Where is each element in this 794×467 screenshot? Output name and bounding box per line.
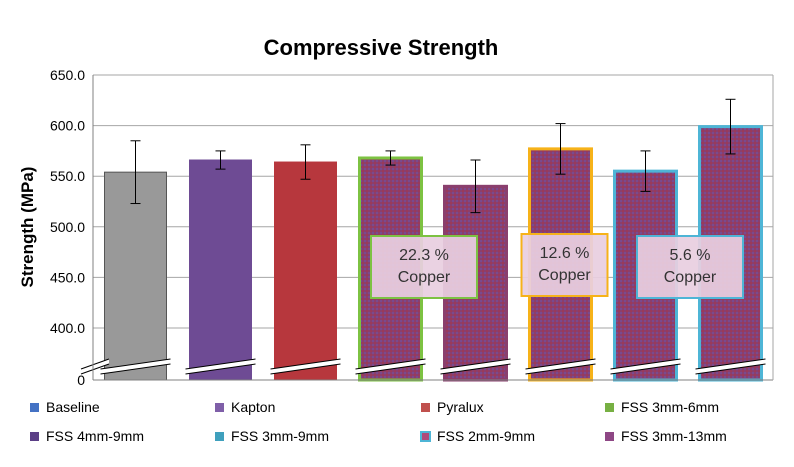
legend-swatch-2 [421, 403, 430, 412]
axes: 400.0 450.0 500.0 550.0 600.0 650.0 0 [50, 67, 774, 388]
axis-break-line-bottom-7 [610, 363, 681, 375]
axis-break-gap-1 [100, 359, 171, 374]
annotation-text-0-0: 22.3 % [399, 247, 449, 264]
legend-swatch-7 [605, 432, 614, 441]
legend-label-6: FSS 2mm-9mm [437, 428, 535, 444]
y-tick-label-zero: 0 [77, 372, 85, 388]
annotation-box-1 [520, 233, 609, 297]
legend-label-7: FSS 3mm-13mm [621, 428, 727, 444]
bar-2 [274, 161, 337, 381]
legend-label-2: Pyralux [437, 399, 484, 415]
bar-1 [189, 159, 252, 381]
axis-break-gap-7 [610, 359, 681, 374]
annotation-box-0 [370, 235, 478, 299]
annotation-text-1-1: Copper [538, 267, 591, 284]
y-tick-label: 550.0 [50, 168, 85, 184]
legend-swatch-1 [215, 403, 224, 412]
axis-break-line-top-8 [695, 358, 766, 370]
axis-break-line-bottom-2 [185, 363, 256, 375]
axis-break-line-top-1 [100, 358, 171, 370]
legend-label-1: Kapton [231, 399, 275, 415]
y-tick-label: 650.0 [50, 67, 85, 83]
axis-break-line-top-4 [355, 358, 426, 370]
axis-break-line-bottom-4 [355, 363, 426, 375]
legend: Baseline Kapton Pyralux FSS 3mm-6mm FSS 4mm-… [30, 399, 727, 444]
axis-break-line-top-6 [525, 358, 596, 370]
axis-break-line-bottom-6 [525, 363, 596, 375]
annotations: 22.3 % Copper 12.6 % Copper 5.6 % Copper [370, 233, 744, 299]
axis-break-line-bottom-3 [270, 363, 341, 375]
y-tick-label: 450.0 [50, 269, 85, 285]
legend-swatch-4 [30, 432, 39, 441]
legend-swatch-6 [420, 431, 431, 442]
y-tick-label: 500.0 [50, 219, 85, 235]
axis-break-gap-5 [440, 359, 511, 374]
annotation-text-2-1: Copper [664, 269, 717, 286]
axis-break-gap-6 [525, 359, 596, 374]
legend-swatch-3 [605, 403, 614, 412]
annotation-text-0-1: Copper [398, 269, 451, 286]
legend-label-4: FSS 4mm-9mm [46, 428, 144, 444]
axis-break-marks [80, 358, 766, 375]
axis-break-line-bottom-8 [695, 363, 766, 375]
axis-break-line-top-3 [270, 358, 341, 370]
annotation-text-1-0: 12.6 % [540, 245, 590, 262]
chart-title: Compressive Strength [264, 35, 499, 60]
axis-break-line-top-7 [610, 358, 681, 370]
annotation-text-2-0: 5.6 % [670, 247, 711, 264]
axis-break-line-top-2 [185, 358, 256, 370]
axis-break-line-bottom-1 [100, 363, 171, 375]
y-tick-label: 600.0 [50, 118, 85, 134]
y-axis-label: Strength (MPa) [18, 167, 37, 288]
axis-break-line-top-0 [80, 358, 110, 370]
legend-label-0: Baseline [46, 399, 100, 415]
legend-label-3: FSS 3mm-6mm [621, 399, 719, 415]
axis-break-gap-4 [355, 359, 426, 374]
axis-break-gap-3 [270, 359, 341, 374]
legend-swatch-5 [215, 432, 224, 441]
axis-break-gap-2 [185, 359, 256, 374]
legend-swatch-0 [30, 403, 39, 412]
annotation-box-2 [636, 235, 744, 299]
axis-break-line-bottom-5 [440, 363, 511, 375]
axis-break-line-bottom-0 [80, 363, 110, 375]
error-bars [130, 98, 736, 214]
axis-break-gap-8 [695, 359, 766, 374]
axis-break-gap-0 [81, 359, 109, 374]
legend-label-5: FSS 3mm-9mm [231, 428, 329, 444]
axis-break-line-top-5 [440, 358, 511, 370]
y-tick-label: 400.0 [50, 320, 85, 336]
